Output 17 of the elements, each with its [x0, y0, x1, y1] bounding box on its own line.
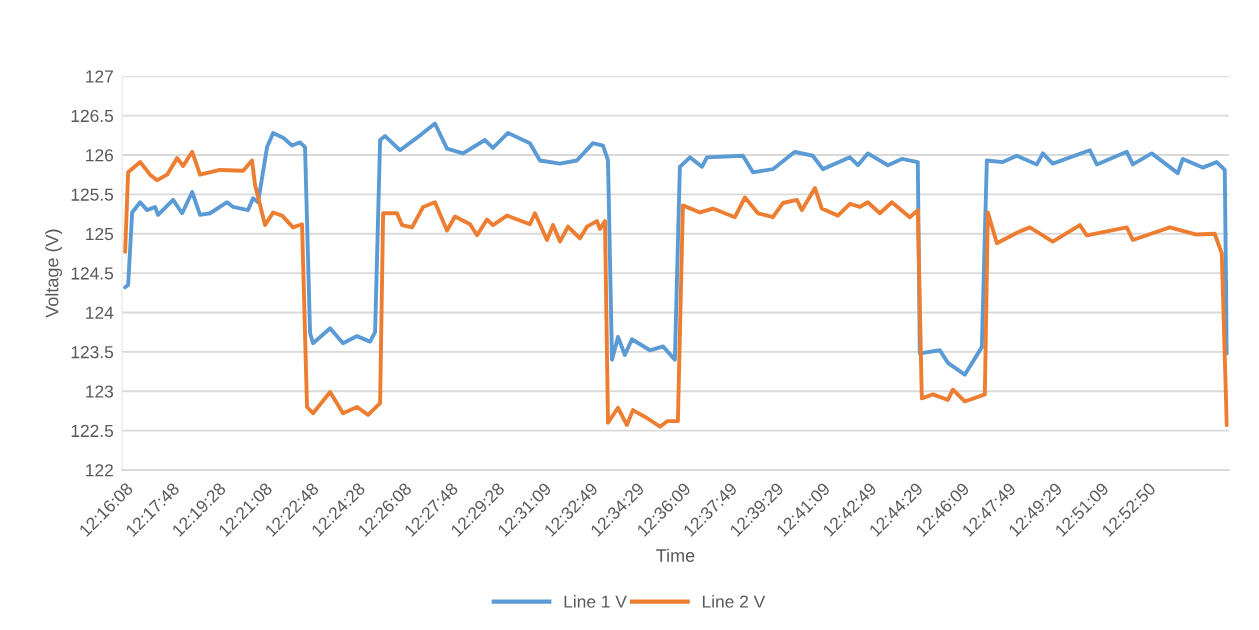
y-axis-title: Voltage (V)	[45, 229, 63, 318]
legend-label: Line 1 V	[564, 595, 627, 608]
y-tick-label: 126.5	[71, 109, 114, 123]
y-tick-label: 124	[86, 306, 114, 319]
y-tick-label: 126	[86, 149, 114, 162]
y-tick-label: 123.5	[71, 346, 114, 359]
line-series	[123, 149, 1229, 429]
y-tick-label: 125	[86, 227, 114, 241]
y-tick-label: 123	[86, 385, 114, 398]
line-series	[123, 121, 1229, 377]
y-tick-label: 127	[86, 70, 113, 83]
y-tick-label: 122	[86, 464, 113, 477]
y-tick-label: 122.5	[71, 424, 114, 438]
y-tick-label: 124.5	[71, 267, 114, 280]
x-axis-title: Time	[656, 548, 695, 562]
legend-label: Line 2 V	[702, 595, 766, 608]
y-tick-label: 125.5	[71, 188, 114, 201]
